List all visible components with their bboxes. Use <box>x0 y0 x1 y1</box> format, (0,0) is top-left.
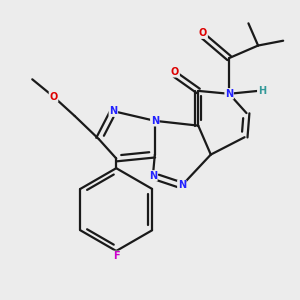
Text: F: F <box>113 251 119 261</box>
Text: N: N <box>178 181 186 190</box>
Text: N: N <box>149 171 157 181</box>
Text: O: O <box>199 28 207 38</box>
Text: N: N <box>225 89 233 99</box>
Text: H: H <box>258 86 266 96</box>
Text: O: O <box>171 67 179 77</box>
Text: O: O <box>50 92 58 102</box>
Text: N: N <box>109 106 117 116</box>
Text: N: N <box>151 116 159 126</box>
